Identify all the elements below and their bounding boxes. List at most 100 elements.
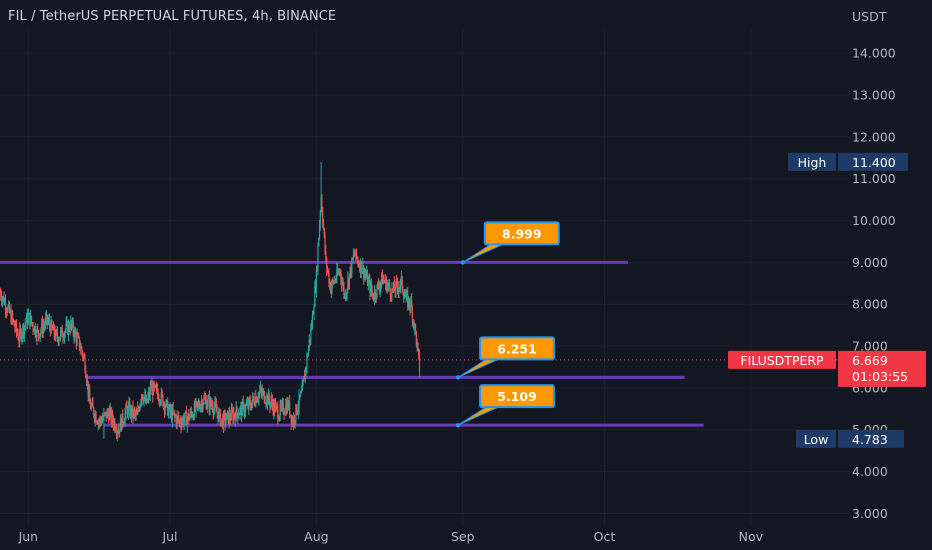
y-tick-label: 4.000: [852, 464, 888, 479]
candle-body: [358, 264, 360, 266]
candle-body: [35, 335, 37, 338]
candle-body: [351, 258, 354, 260]
candle-body: [263, 391, 266, 403]
y-tick-label: 3.000: [852, 506, 888, 521]
candle-body: [128, 403, 130, 406]
candle-body: [137, 408, 139, 415]
candle-body: [329, 282, 331, 285]
candle-body: [308, 339, 310, 348]
candle-body: [307, 355, 309, 357]
candle-body: [55, 330, 57, 339]
candle-body: [4, 301, 6, 305]
candle-body: [193, 403, 195, 419]
candle-body: [11, 313, 13, 323]
price-badges: High 11.400 Low 4.783 FILUSDTPERP 6.66901:03:…: [728, 152, 926, 448]
candle-body: [271, 399, 273, 405]
candle-body: [375, 296, 377, 298]
candle-body: [118, 429, 120, 434]
candle-body: [99, 418, 101, 422]
support-resistance-levels[interactable]: [0, 260, 704, 427]
candle-body: [290, 414, 292, 423]
y-tick-label: 13.000: [852, 87, 896, 102]
level-label-box[interactable]: [479, 384, 556, 409]
candle-body: [148, 392, 150, 398]
candle-body: [417, 343, 419, 349]
candle-body: [177, 416, 179, 418]
candle-body: [307, 347, 310, 356]
candle-body: [410, 299, 412, 308]
candle-body: [197, 403, 199, 405]
candle-body: [266, 395, 268, 404]
x-axis[interactable]: Jun Jul Aug Sep Oct Nov: [18, 529, 764, 544]
candle-body: [26, 314, 28, 323]
candle-body: [368, 279, 370, 281]
candle-body: [12, 319, 14, 321]
candle-body: [122, 423, 125, 425]
candle-body: [403, 293, 405, 298]
y-tick-label: 8.000: [852, 297, 888, 312]
candle-body: [171, 408, 173, 421]
candle-body: [222, 418, 224, 428]
y-tick-label: 7.000: [852, 339, 888, 354]
candle-body: [411, 307, 414, 322]
candle-body: [296, 404, 298, 414]
candle-body: [4, 301, 7, 311]
candle-body: [241, 402, 244, 416]
candle-body: [381, 273, 384, 285]
candle-body: [339, 270, 341, 273]
candle-body: [205, 399, 207, 409]
candle-body: [0, 291, 2, 298]
x-tick-label: Jul: [161, 529, 177, 544]
candle-body: [140, 401, 142, 405]
candle-body: [367, 280, 369, 286]
candle-body: [65, 323, 67, 331]
candle-body: [152, 385, 154, 396]
candle-body: [380, 282, 382, 286]
candle-body: [192, 416, 194, 418]
candle-body: [0, 297, 3, 302]
candle-body: [263, 391, 265, 393]
candle-body: [222, 413, 225, 428]
candle-body: [221, 418, 223, 420]
candle-body: [212, 409, 214, 414]
level-labels[interactable]: 8.999 6.251 5.109: [455, 221, 560, 428]
candle-body: [373, 299, 375, 301]
candle-body: [47, 321, 49, 323]
candle-body: [232, 411, 234, 421]
candle-body: [227, 411, 229, 424]
candle-body: [18, 339, 20, 342]
candle-body: [185, 411, 187, 413]
candle-body: [71, 320, 73, 326]
candle-body: [133, 410, 136, 413]
candle-body: [384, 281, 386, 283]
candle-body: [334, 280, 336, 282]
candle-body: [236, 407, 238, 414]
candle-body: [337, 272, 340, 274]
candle-body: [382, 279, 384, 285]
candle-body: [159, 400, 161, 403]
candle-body: [11, 313, 14, 320]
candle-body: [320, 196, 322, 212]
high-value-badge: [838, 152, 908, 171]
y-tick-label: 9.000: [852, 255, 888, 270]
candle-body: [240, 405, 242, 409]
candle-body: [391, 288, 393, 298]
candle-body: [228, 413, 230, 424]
candle-body: [73, 332, 75, 338]
countdown-text: 01:03:55: [852, 369, 908, 384]
candle-body: [392, 288, 394, 290]
candle-body: [155, 385, 157, 388]
candle-body: [27, 314, 29, 324]
candle-body: [111, 412, 113, 422]
candle-body: [146, 398, 148, 403]
level-label-box[interactable]: [483, 221, 560, 246]
candle-body: [102, 417, 104, 420]
level-label-box[interactable]: [479, 336, 556, 361]
y-axis[interactable]: USDT 14.000 13.000 12.000 11.000 10.000 9.000 8…: [852, 9, 896, 521]
candle-body: [48, 320, 51, 326]
candle-body: [9, 310, 11, 312]
candle-body: [275, 404, 277, 406]
candle-body: [201, 402, 203, 409]
candle-body: [248, 399, 251, 402]
